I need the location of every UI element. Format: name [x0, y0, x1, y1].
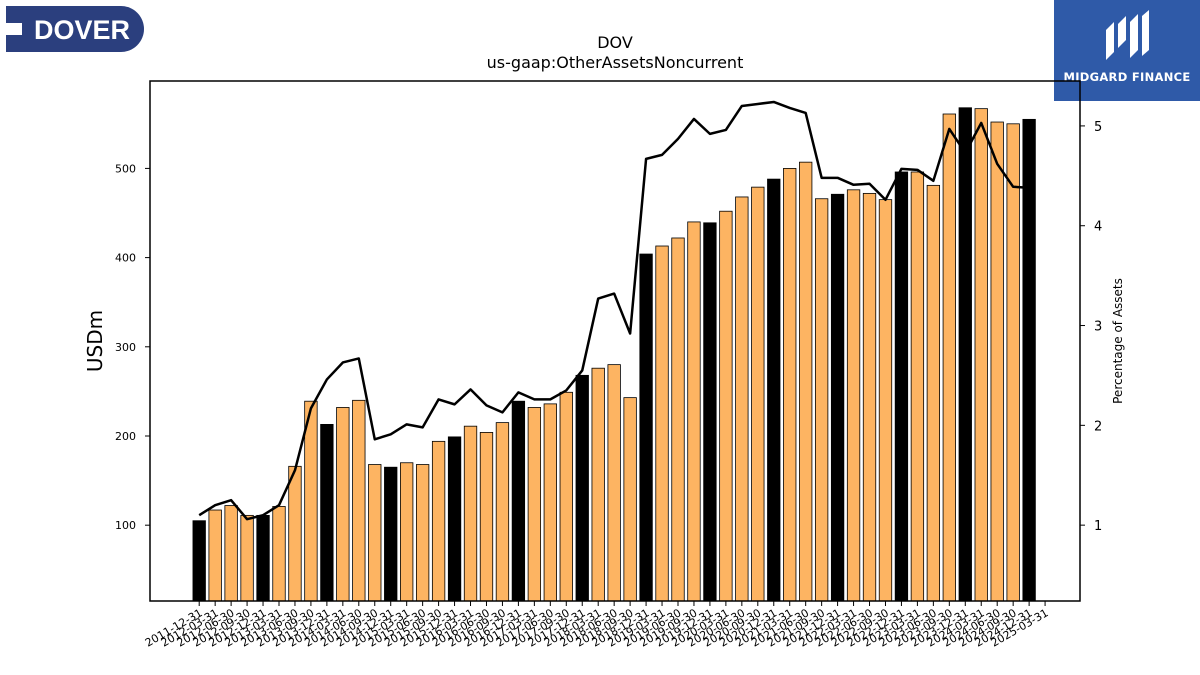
bar-2022-12-31 — [894, 171, 909, 602]
bar-2012-12-31 — [256, 514, 270, 602]
bar-2017-03-31 — [527, 407, 542, 602]
bar-2016-12-31 — [511, 400, 526, 602]
bar-2017-06-30 — [543, 403, 557, 602]
bar-2024-09-30 — [1006, 123, 1020, 602]
y-tick-label: 100 — [115, 519, 136, 532]
percentage-line — [198, 100, 1030, 521]
bar-2014-06-30 — [352, 399, 366, 602]
bar-2014-12-31 — [384, 466, 398, 602]
bar-2014-03-31 — [336, 407, 350, 602]
bar-2017-09-30 — [559, 391, 573, 602]
bar-2013-12-31 — [320, 423, 334, 602]
bar-2018-06-30 — [607, 364, 621, 602]
y-tick-label: 200 — [115, 430, 136, 443]
bar-2015-09-30 — [431, 440, 446, 602]
y-tick-label: 300 — [115, 341, 136, 354]
bar-2020-09-30 — [751, 186, 765, 602]
bar-2011-12-31 — [192, 520, 206, 602]
bar-2023-03-31 — [910, 171, 925, 602]
bar-series — [192, 107, 1036, 602]
bar-2021-06-30 — [799, 161, 813, 602]
y2-tick-label: 1 — [1094, 519, 1102, 534]
bar-2016-09-30 — [495, 422, 510, 602]
y2-tick-label: 2 — [1094, 419, 1102, 434]
bar-2018-03-31 — [591, 367, 605, 602]
bar-2024-03-31 — [974, 108, 988, 602]
y2-tick-label: 5 — [1094, 120, 1102, 135]
bar-2019-09-30 — [687, 221, 701, 602]
bar-2015-03-31 — [400, 462, 414, 602]
bar-2023-09-30 — [942, 113, 956, 602]
bar-2022-06-30 — [862, 192, 877, 602]
bar-2013-06-30 — [288, 465, 302, 602]
bar-2015-06-30 — [415, 464, 430, 602]
bar-2020-12-31 — [767, 178, 781, 602]
dover-logo: DOVER — [6, 6, 144, 56]
bar-2012-09-30 — [240, 514, 254, 602]
bar-2013-09-30 — [304, 400, 318, 602]
bar-2018-09-30 — [623, 397, 637, 602]
chart-subtitle: us-gaap:OtherAssetsNoncurrent — [487, 53, 744, 72]
bar-2017-12-31 — [575, 374, 589, 602]
bar-2023-12-31 — [958, 107, 972, 602]
bar-2020-06-30 — [735, 196, 749, 602]
bar-2022-03-31 — [846, 189, 861, 602]
bar-2019-06-30 — [671, 237, 685, 602]
y-axis-right: 1 2 3 4 5 — [1080, 120, 1102, 534]
bar-2012-06-30 — [224, 505, 238, 602]
y-axis-label: USDm — [83, 310, 107, 372]
bar-2024-06-30 — [990, 121, 1004, 602]
y2-tick-label: 3 — [1094, 320, 1102, 335]
y2-tick-label: 4 — [1094, 220, 1102, 235]
bar-2022-09-30 — [878, 199, 893, 602]
bar-2020-03-31 — [719, 210, 733, 602]
bar-2012-03-31 — [208, 509, 222, 602]
bar-2013-03-31 — [272, 506, 286, 602]
y-tick-label: 500 — [115, 162, 136, 175]
bar-2021-12-31 — [830, 193, 845, 602]
y-axis-left: 100 200 300 400 500 — [115, 162, 150, 532]
bar-2019-12-31 — [703, 222, 717, 602]
bar-2019-03-31 — [655, 245, 669, 602]
x-axis: 2011-12-312012-03-312012-06-302012-09-30… — [143, 601, 1051, 650]
plot-frame — [149, 80, 1081, 602]
midgard-finance-text: MIDGARD FINANCE — [1063, 70, 1191, 84]
bar-2024-12-31 — [1022, 118, 1036, 602]
midgard-finance-logo: MIDGARD FINANCE — [1054, 0, 1200, 101]
bar-2021-09-30 — [814, 198, 829, 602]
dover-logo-text: DOVER — [34, 15, 130, 45]
bar-2021-03-31 — [783, 168, 797, 602]
bar-2014-09-30 — [368, 464, 382, 602]
bar-2023-06-30 — [926, 184, 941, 602]
bar-2015-12-31 — [447, 436, 462, 602]
y2-axis-label: Percentage of Assets — [1111, 278, 1125, 404]
chart-title: DOV — [597, 33, 633, 52]
bar-2018-12-31 — [639, 253, 653, 602]
y-tick-label: 400 — [115, 252, 136, 265]
bar-2016-06-30 — [479, 432, 494, 602]
bar-2016-03-31 — [463, 425, 478, 602]
